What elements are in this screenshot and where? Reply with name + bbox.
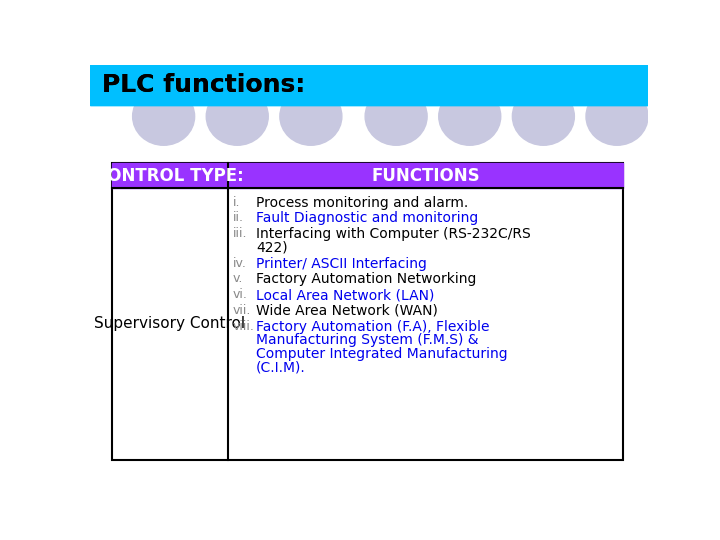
- Text: Fault Diagnostic and monitoring: Fault Diagnostic and monitoring: [256, 212, 478, 226]
- Ellipse shape: [438, 87, 500, 145]
- Text: CONTROL TYPE:: CONTROL TYPE:: [96, 167, 244, 185]
- Ellipse shape: [206, 87, 269, 145]
- Text: PLC functions:: PLC functions:: [102, 73, 305, 97]
- Text: vi.: vi.: [233, 288, 248, 301]
- Text: Local Area Network (LAN): Local Area Network (LAN): [256, 288, 434, 302]
- Text: Process monitoring and alarm.: Process monitoring and alarm.: [256, 195, 468, 210]
- Text: Manufacturing System (F.M.S) &: Manufacturing System (F.M.S) &: [256, 333, 478, 347]
- Text: (C.I.M).: (C.I.M).: [256, 360, 305, 374]
- Bar: [90, 65, 648, 105]
- Text: vii.: vii.: [233, 304, 251, 317]
- Ellipse shape: [280, 87, 342, 145]
- Bar: [112, 164, 624, 460]
- Text: iii.: iii.: [233, 227, 247, 240]
- Text: Factory Automation (F.A), Flexible: Factory Automation (F.A), Flexible: [256, 320, 490, 334]
- Text: Interfacing with Computer (RS-232C/RS: Interfacing with Computer (RS-232C/RS: [256, 227, 531, 241]
- Text: Printer/ ASCII Interfacing: Printer/ ASCII Interfacing: [256, 256, 427, 271]
- Text: 422): 422): [256, 241, 287, 255]
- Ellipse shape: [132, 87, 194, 145]
- Ellipse shape: [586, 87, 648, 145]
- Text: Wide Area Network (WAN): Wide Area Network (WAN): [256, 304, 438, 318]
- Ellipse shape: [513, 87, 575, 145]
- Text: iv.: iv.: [233, 256, 246, 269]
- Bar: [90, 65, 648, 105]
- Text: FUNCTIONS: FUNCTIONS: [372, 167, 480, 185]
- Ellipse shape: [365, 87, 427, 145]
- Text: ii.: ii.: [233, 212, 243, 225]
- Text: PLC functions:: PLC functions:: [102, 73, 305, 97]
- Bar: [112, 164, 228, 188]
- Text: Supervisory Control: Supervisory Control: [94, 316, 246, 332]
- Bar: [228, 164, 624, 188]
- Bar: [90, 105, 648, 157]
- Text: i.: i.: [233, 195, 240, 208]
- Text: v.: v.: [233, 272, 243, 285]
- Text: Factory Automation Networking: Factory Automation Networking: [256, 272, 476, 286]
- Text: viii.: viii.: [233, 320, 254, 333]
- Text: Computer Integrated Manufacturing: Computer Integrated Manufacturing: [256, 347, 508, 361]
